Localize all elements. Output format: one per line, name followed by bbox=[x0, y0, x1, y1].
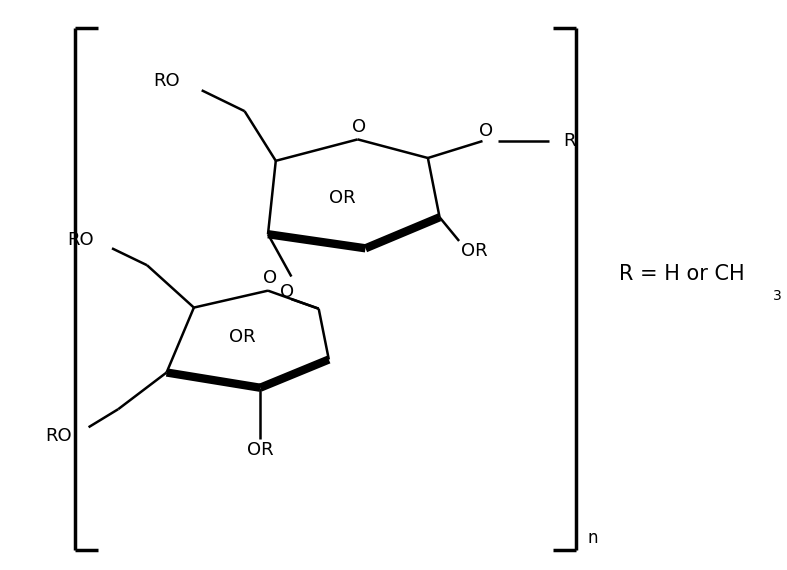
Text: 3: 3 bbox=[774, 290, 782, 303]
Text: R = H or CH: R = H or CH bbox=[619, 264, 745, 284]
Text: RO: RO bbox=[153, 72, 180, 89]
Text: OR: OR bbox=[461, 242, 488, 260]
Text: O: O bbox=[264, 269, 277, 287]
Text: O: O bbox=[352, 118, 366, 136]
Text: O: O bbox=[280, 283, 294, 301]
Text: OR: OR bbox=[329, 189, 356, 206]
Text: O: O bbox=[479, 122, 493, 140]
Text: OR: OR bbox=[229, 328, 256, 346]
Text: n: n bbox=[588, 530, 598, 547]
Text: R: R bbox=[563, 132, 575, 150]
Text: OR: OR bbox=[247, 441, 274, 459]
Text: RO: RO bbox=[68, 231, 94, 249]
Text: RO: RO bbox=[46, 428, 72, 445]
